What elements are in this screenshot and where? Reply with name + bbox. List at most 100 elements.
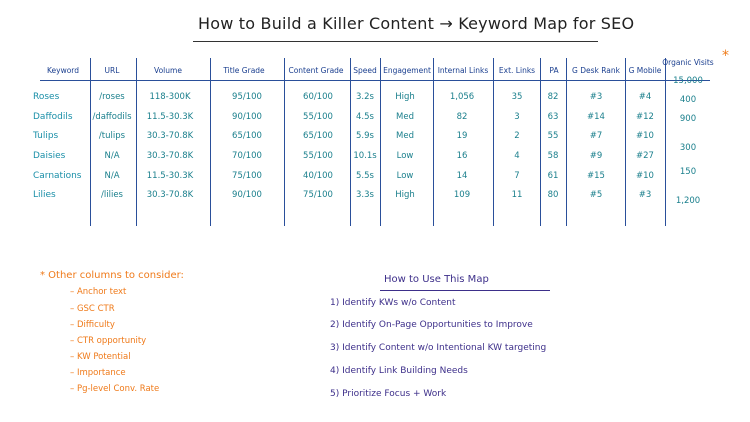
header-content-grade: Content Grade: [288, 66, 344, 75]
desk-rank-cell: #9: [589, 151, 603, 161]
how-to-use-title: How to Use This Map: [384, 274, 489, 285]
ext-links-cell: 2: [514, 131, 520, 141]
list-item: 5) Prioritize Focus + Work: [330, 389, 447, 399]
internal-links-cell: 16: [456, 151, 468, 161]
mobile-rank-cell: #3: [638, 190, 652, 200]
keyword-cell: Roses: [33, 92, 60, 102]
content-grade-cell: 55/100: [303, 151, 333, 161]
speed-cell: 4.5s: [356, 112, 374, 122]
internal-links-cell: 19: [456, 131, 468, 141]
ext-links-cell: 4: [514, 151, 520, 161]
list-item: – Anchor text: [70, 287, 127, 297]
mobile-rank-cell: #27: [636, 151, 654, 161]
pa-cell: 55: [547, 131, 559, 141]
volume-cell: 30.3-70.8K: [146, 151, 194, 161]
desk-rank-cell: #7: [589, 131, 603, 141]
title-underline: [193, 41, 598, 42]
header-speed: Speed: [353, 66, 377, 75]
internal-links-cell: 82: [456, 112, 468, 122]
column-divider: [493, 58, 494, 226]
keyword-cell: Daisies: [33, 151, 66, 161]
ext-links-cell: 11: [511, 190, 523, 200]
keyword-cell: Daffodils: [33, 112, 73, 122]
list-item: – Pg-level Conv. Rate: [70, 384, 160, 394]
keyword-cell: Tulips: [33, 131, 59, 141]
header-organic-visits: Organic Visits: [662, 58, 714, 67]
header-pa: PA: [549, 66, 559, 75]
pa-cell: 82: [547, 92, 559, 102]
engagement-cell: Med: [396, 131, 414, 141]
visits-cell: 150: [679, 167, 697, 177]
column-divider: [540, 58, 541, 226]
content-grade-cell: 65/100: [303, 131, 333, 141]
url-cell: N/A: [104, 171, 120, 181]
engagement-cell: High: [395, 92, 415, 102]
header-divider: [40, 80, 710, 81]
header-title-grade: Title Grade: [223, 66, 265, 75]
list-item: – GSC CTR: [70, 304, 115, 314]
engagement-cell: Low: [396, 171, 414, 181]
content-grade-cell: 55/100: [303, 112, 333, 122]
column-divider: [433, 58, 434, 226]
url-cell: /daffodils: [92, 112, 132, 122]
whiteboard-title: How to Build a Killer Content → Keyword …: [198, 14, 635, 33]
volume-cell: 11.5-30.3K: [146, 171, 194, 181]
column-divider: [284, 58, 285, 226]
list-item: 4) Identify Link Building Needs: [330, 366, 468, 376]
header-g-desk-rank: G Desk Rank: [572, 66, 620, 75]
list-item: – KW Potential: [70, 352, 131, 362]
header-volume: Volume: [154, 66, 182, 75]
url-cell: /tulips: [98, 131, 126, 141]
url-cell: /lilies: [101, 190, 123, 200]
other-columns-title: * Other columns to consider:: [40, 270, 184, 281]
engagement-cell: Med: [396, 112, 414, 122]
visits-cell: 300: [679, 143, 697, 153]
engagement-cell: Low: [396, 151, 414, 161]
internal-links-cell: 109: [453, 190, 471, 200]
keyword-cell: Carnations: [33, 171, 82, 181]
title-grade-cell: 90/100: [232, 190, 262, 200]
volume-cell: 11.5-30.3K: [146, 112, 194, 122]
visits-cell: 400: [679, 95, 697, 105]
visits-cell: 15,000: [673, 76, 703, 86]
keyword-cell: Lilies: [33, 190, 56, 200]
visits-cell: 900: [679, 114, 697, 124]
column-divider: [136, 58, 137, 226]
column-divider: [625, 58, 626, 226]
title-grade-cell: 90/100: [232, 112, 262, 122]
volume-cell: 30.3-70.8K: [146, 190, 194, 200]
ext-links-cell: 3: [514, 112, 520, 122]
content-grade-cell: 40/100: [303, 171, 333, 181]
list-item: 2) Identify On-Page Opportunities to Imp…: [330, 320, 533, 330]
pa-cell: 61: [547, 171, 559, 181]
asterisk-mark: *: [722, 48, 729, 64]
mobile-rank-cell: #4: [638, 92, 652, 102]
column-divider: [566, 58, 567, 226]
pa-cell: 80: [547, 190, 559, 200]
header-ext-links: Ext. Links: [498, 66, 536, 75]
column-divider: [210, 58, 211, 226]
header-g-mobile: G Mobile: [628, 66, 662, 75]
url-cell: /roses: [99, 92, 125, 102]
speed-cell: 3.3s: [356, 190, 374, 200]
title-grade-cell: 75/100: [232, 171, 262, 181]
desk-rank-cell: #15: [587, 171, 605, 181]
url-cell: N/A: [104, 151, 120, 161]
list-item: – CTR opportunity: [70, 336, 147, 346]
mobile-rank-cell: #10: [636, 171, 654, 181]
speed-cell: 5.5s: [356, 171, 374, 181]
speed-cell: 3.2s: [356, 92, 374, 102]
header-internal-links: Internal Links: [437, 66, 489, 75]
desk-rank-cell: #14: [587, 112, 605, 122]
speed-cell: 5.9s: [356, 131, 374, 141]
list-item: – Difficulty: [70, 320, 115, 330]
pa-cell: 58: [547, 151, 559, 161]
pa-cell: 63: [547, 112, 559, 122]
header-url: URL: [104, 66, 120, 75]
title-grade-cell: 70/100: [232, 151, 262, 161]
header-keyword: Keyword: [46, 66, 80, 75]
visits-cell: 1,200: [675, 196, 701, 206]
column-divider: [665, 58, 666, 226]
column-divider: [380, 58, 381, 226]
